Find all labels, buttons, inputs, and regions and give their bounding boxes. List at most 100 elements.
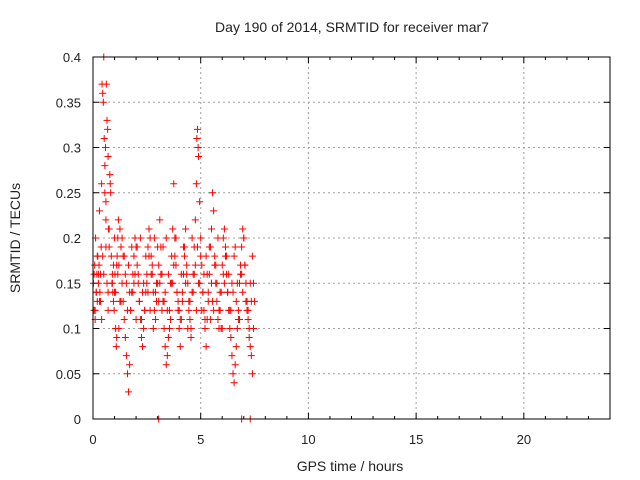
data-point	[106, 180, 114, 188]
y-tick-label: 0.15	[56, 276, 81, 291]
data-point	[102, 80, 110, 88]
data-point	[104, 125, 112, 133]
data-point	[121, 270, 129, 278]
data-point	[193, 134, 201, 142]
axis-ticks	[92, 56, 610, 420]
data-point	[188, 234, 196, 242]
data-point	[119, 252, 127, 260]
plot-frame	[92, 56, 611, 420]
x-tick-label: 5	[197, 432, 204, 447]
x-axis-label: GPS time / hours	[297, 458, 404, 474]
data-point	[210, 306, 218, 314]
data-point	[176, 315, 184, 323]
data-point	[214, 234, 222, 242]
data-point	[198, 261, 206, 269]
y-tick-label: 0.1	[63, 322, 81, 337]
data-point	[191, 261, 199, 269]
data-point	[98, 180, 106, 188]
data-point	[229, 370, 237, 378]
data-point	[187, 334, 195, 342]
data-point	[156, 279, 164, 287]
data-point	[186, 297, 194, 305]
data-point	[92, 288, 100, 296]
data-point	[195, 153, 203, 161]
data-point	[139, 288, 147, 296]
data-point	[246, 343, 254, 351]
data-point	[245, 334, 253, 342]
data-point	[105, 225, 113, 233]
data-point	[117, 243, 125, 251]
data-point	[209, 189, 217, 197]
data-point	[234, 306, 242, 314]
data-point	[210, 207, 218, 215]
y-tick-label: 0.4	[63, 50, 81, 65]
data-point	[244, 315, 252, 323]
data-point	[192, 306, 200, 314]
y-tick-label: 0	[74, 412, 81, 427]
data-point	[116, 225, 124, 233]
data-point	[220, 279, 228, 287]
data-point	[120, 315, 128, 323]
data-point	[113, 334, 121, 342]
data-point	[170, 180, 178, 188]
data-point	[218, 325, 226, 332]
data-point	[207, 225, 215, 233]
data-point	[175, 325, 183, 332]
data-point	[192, 180, 200, 188]
grid	[93, 57, 610, 419]
data-point	[161, 343, 169, 351]
data-point	[197, 252, 205, 260]
data-point	[117, 297, 125, 305]
data-point	[231, 361, 239, 369]
data-point	[123, 370, 131, 378]
data-point	[246, 279, 254, 287]
y-tick-label: 0.3	[63, 141, 81, 156]
data-point	[99, 89, 107, 97]
data-point	[177, 270, 185, 278]
data-point	[221, 243, 229, 251]
data-point	[164, 334, 172, 342]
data-point	[95, 261, 103, 269]
y-tick-label: 0.35	[56, 95, 81, 110]
data-point	[212, 261, 220, 269]
data-point	[189, 288, 197, 296]
data-point	[113, 261, 121, 269]
data-point	[201, 315, 209, 323]
data-point	[216, 288, 224, 296]
data-points	[89, 53, 259, 423]
data-point	[122, 279, 130, 287]
data-point	[223, 252, 231, 260]
data-point	[225, 270, 233, 278]
data-point	[211, 252, 219, 260]
data-point	[230, 379, 238, 387]
data-point	[122, 352, 130, 360]
data-point	[194, 144, 202, 151]
data-point	[182, 225, 190, 233]
data-point	[141, 306, 149, 314]
data-point	[156, 216, 164, 224]
data-point	[239, 288, 247, 296]
x-tick-label: 20	[517, 432, 531, 447]
data-point	[232, 343, 240, 351]
data-point	[229, 288, 237, 296]
y-tick-label: 0.2	[63, 231, 81, 246]
data-point	[140, 325, 148, 332]
data-point	[95, 297, 103, 305]
data-point	[93, 252, 101, 260]
data-point	[160, 297, 168, 305]
data-point	[109, 297, 117, 305]
tick-labels: 0 5 10 15 20 0 0.05 0.1 0.15 0.2 0.25 0.3 0.35 0.4	[56, 50, 531, 447]
data-point	[102, 198, 110, 206]
data-point	[169, 279, 177, 287]
data-point	[203, 270, 211, 278]
data-point	[100, 270, 108, 278]
data-point	[133, 261, 141, 269]
data-point	[163, 352, 171, 360]
data-point	[101, 144, 109, 151]
data-point	[183, 261, 191, 269]
data-point	[162, 361, 170, 369]
data-point	[113, 252, 121, 260]
data-point	[115, 325, 123, 332]
data-point	[184, 325, 192, 332]
